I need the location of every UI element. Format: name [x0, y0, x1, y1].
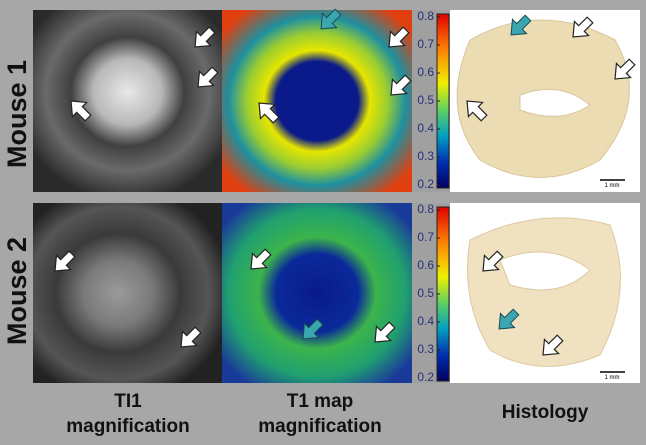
ti1-image	[33, 203, 222, 383]
colorbar-tick-label: 0.6	[417, 258, 434, 272]
colorbar-tick-label: 0.3	[417, 149, 434, 163]
scale-bar-label: 1 mm	[605, 375, 620, 381]
colorbar-tick-label: 0.4	[417, 314, 434, 328]
colorbar-tick-label: 0.7	[417, 37, 434, 51]
colorbar-tick-label: 0.8	[417, 9, 434, 23]
column-label: TI1	[114, 391, 142, 412]
column-label: magnification	[258, 416, 382, 437]
tissue	[467, 217, 621, 367]
colorbar-tick-label: 0.6	[417, 65, 434, 79]
colorbar-tick-label: 0.5	[417, 93, 434, 107]
t1-map-image	[222, 10, 412, 192]
column-label: Histology	[502, 402, 589, 423]
column-label: magnification	[66, 416, 190, 437]
t1-map-image	[222, 203, 412, 383]
column-label: T1 map	[287, 391, 354, 412]
colorbar-tick-label: 0.8	[417, 202, 434, 216]
colorbar-tick-label: 0.4	[417, 121, 434, 135]
tissue	[456, 19, 630, 178]
colorbar-tick-label: 0.5	[417, 286, 434, 300]
ti1-image	[33, 10, 222, 192]
colorbar-tick-label: 0.3	[417, 342, 434, 356]
colorbar-tick-label: 0.2	[417, 177, 434, 191]
colorbar-tick-label: 0.7	[417, 230, 434, 244]
scale-bar-label: 1 mm	[605, 183, 620, 189]
row-label: Mouse 2	[2, 237, 32, 345]
row-label: Mouse 1	[2, 60, 32, 168]
colorbar-tick-label: 0.2	[417, 370, 434, 384]
